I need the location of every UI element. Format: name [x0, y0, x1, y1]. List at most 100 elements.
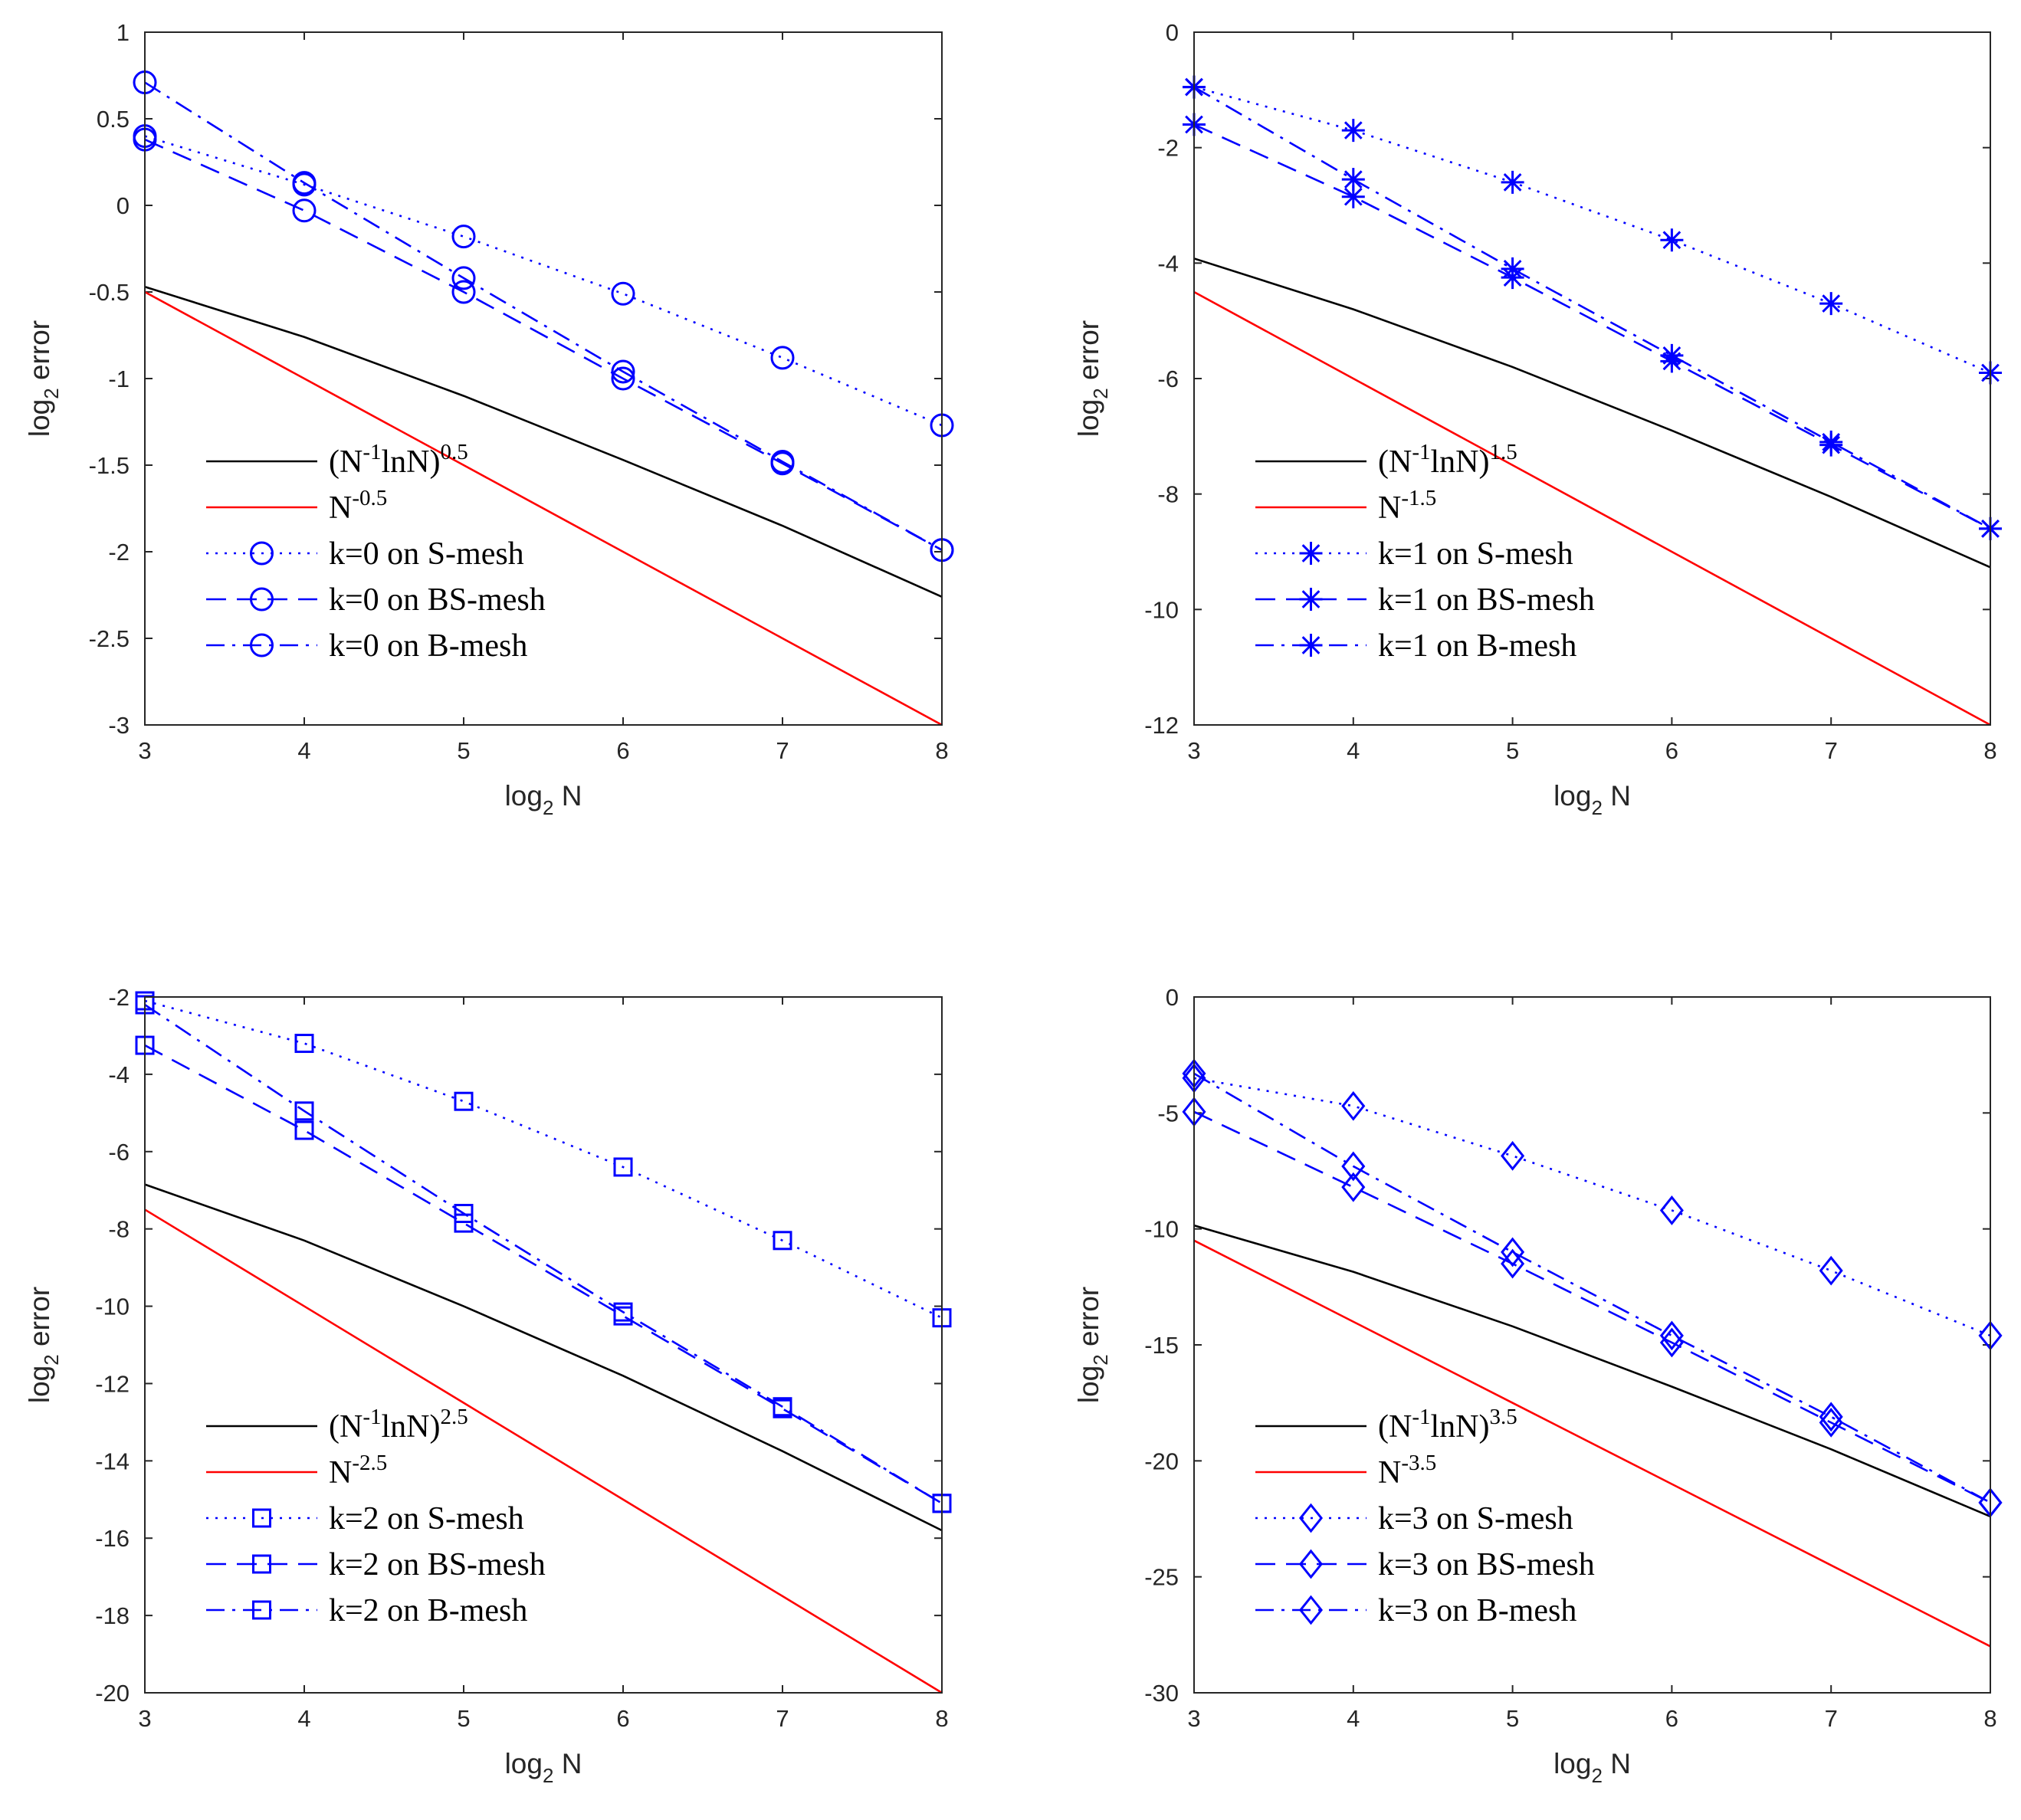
series--n-1lnn-3-5	[1193, 1224, 1991, 1518]
y-tick-label: 0	[1166, 984, 1179, 1011]
data-point	[1501, 257, 1524, 280]
y-tick-label: -25	[1144, 1564, 1179, 1591]
y-tick-label: -12	[95, 1370, 130, 1397]
x-tick-label: 7	[1825, 1705, 1838, 1732]
x-tick-label: 8	[935, 737, 948, 764]
y-tick-label: -12	[1144, 712, 1179, 739]
data-point	[1341, 1172, 1366, 1202]
legend-marker	[1299, 588, 1323, 611]
y-tick-label: -10	[1144, 596, 1179, 623]
y-axis-label: log2 error	[24, 1287, 63, 1403]
legend-label: k=1 on BS-mesh	[1378, 582, 1595, 618]
legend-label: (N-1lnN)3.5	[1378, 1405, 1517, 1445]
data-point	[1341, 119, 1365, 143]
y-tick-label: -8	[1157, 481, 1179, 508]
legend-label: k=0 on S-mesh	[329, 536, 524, 572]
x-axis-label: log2 N	[1553, 780, 1631, 819]
x-tick-label: 8	[935, 1705, 948, 1732]
x-tick-label: 6	[616, 737, 629, 764]
x-tick-label: 7	[1825, 737, 1838, 764]
data-point	[770, 449, 795, 474]
y-tick-label: -6	[1157, 366, 1179, 392]
data-point	[1501, 170, 1524, 194]
legend-label: k=2 on BS-mesh	[329, 1547, 546, 1582]
axes-box	[1193, 31, 1991, 726]
x-tick-label: 7	[776, 1705, 789, 1732]
axes-box	[1193, 996, 1991, 1694]
y-tick-label: 0.5	[97, 106, 130, 133]
x-tick-label: 8	[1983, 737, 1996, 764]
y-tick-label: -30	[1144, 1680, 1179, 1707]
x-tick-label: 7	[776, 737, 789, 764]
series-line	[1193, 290, 1991, 726]
series--n-1lnn-0-5	[144, 285, 943, 598]
chart-panel-3: 3 4 5 6 7 8 -2 -4 -6 -8 -10 -12 -14 -16 -18 -20 log2 N lo…	[24, 984, 952, 1787]
data-point	[454, 1203, 474, 1223]
y-tick-label: -15	[1144, 1332, 1179, 1359]
data-point	[773, 1397, 792, 1417]
legend-marker	[1298, 1549, 1324, 1579]
data-point	[611, 281, 635, 306]
series-n-0-5	[144, 290, 943, 726]
legend-label: k=1 on B-mesh	[1378, 628, 1576, 664]
plot-area	[1194, 32, 1990, 725]
data-point	[1659, 1195, 1684, 1225]
y-axis-label: log2 error	[24, 320, 63, 437]
data-point	[1660, 228, 1684, 252]
legend-label: (N-1lnN)0.5	[329, 440, 468, 480]
y-tick-label: -14	[95, 1448, 130, 1474]
y-tick-label: -10	[95, 1294, 130, 1320]
axes-box	[144, 996, 943, 1694]
data-point	[1819, 1402, 1843, 1432]
axes-box	[144, 31, 943, 726]
x-tick-label: 4	[1347, 737, 1360, 764]
series-line	[1193, 1224, 1991, 1518]
legend-marker	[1299, 634, 1323, 657]
chart-panel-4: 3 4 5 6 7 8 0 -5 -10 -15 -20 -25 -30 log2 N log2 error…	[1073, 984, 2003, 1787]
legend-label: N-2.5	[329, 1451, 387, 1490]
x-tick-label: 4	[297, 1705, 310, 1732]
legend-marker	[252, 1508, 271, 1528]
y-tick-label: 0	[116, 192, 130, 219]
data-point	[451, 266, 476, 290]
series-line	[1193, 257, 1991, 569]
series-line	[144, 138, 943, 551]
data-point	[1819, 430, 1843, 454]
legend-marker	[1298, 1503, 1324, 1533]
y-tick-label: -4	[108, 1061, 130, 1088]
y-axis-label: log2 error	[1073, 320, 1112, 437]
data-point	[292, 171, 317, 195]
y-tick-label: -6	[108, 1139, 130, 1166]
x-axis-label: log2 N	[505, 1748, 582, 1787]
x-axis-label: log2 N	[505, 780, 582, 819]
data-point	[451, 225, 476, 249]
legend-label: k=2 on S-mesh	[329, 1501, 524, 1536]
plot-area	[145, 32, 942, 725]
data-point	[1819, 292, 1843, 316]
y-tick-label: -0.5	[89, 279, 130, 306]
y-tick-label: -2	[1157, 135, 1179, 162]
series-line	[144, 135, 943, 427]
x-tick-label: 6	[1665, 1705, 1678, 1732]
series-line	[144, 81, 943, 551]
series-line	[1193, 1110, 1991, 1504]
series-line	[1193, 86, 1991, 530]
legend: (N-1lnN)3.5 N-3.5 k=3 on S-mesh k=3 on BS-m…	[1255, 1405, 1595, 1628]
series-line	[1193, 1239, 1991, 1648]
legend-marker	[1299, 542, 1323, 565]
series-line	[144, 1183, 943, 1532]
series-line	[144, 285, 943, 598]
series-k-1-on-b-mesh	[1183, 75, 2002, 540]
legend-label: k=1 on S-mesh	[1378, 536, 1573, 572]
data-point	[1819, 1255, 1843, 1286]
x-tick-label: 6	[1665, 737, 1678, 764]
x-tick-label: 8	[1983, 1705, 1996, 1732]
legend: (N-1lnN)0.5 N-0.5 k=0 on S-mesh k=0 on BS-m…	[206, 440, 546, 664]
y-tick-label: 0	[1166, 19, 1179, 46]
data-point	[451, 280, 476, 304]
legend: (N-1lnN)2.5 N-2.5 k=2 on S-mesh k=2 on BS-m…	[206, 1405, 546, 1628]
data-point	[1819, 1407, 1843, 1438]
y-tick-label: -16	[95, 1525, 130, 1552]
data-point	[1341, 185, 1365, 208]
data-point	[1501, 1237, 1525, 1267]
